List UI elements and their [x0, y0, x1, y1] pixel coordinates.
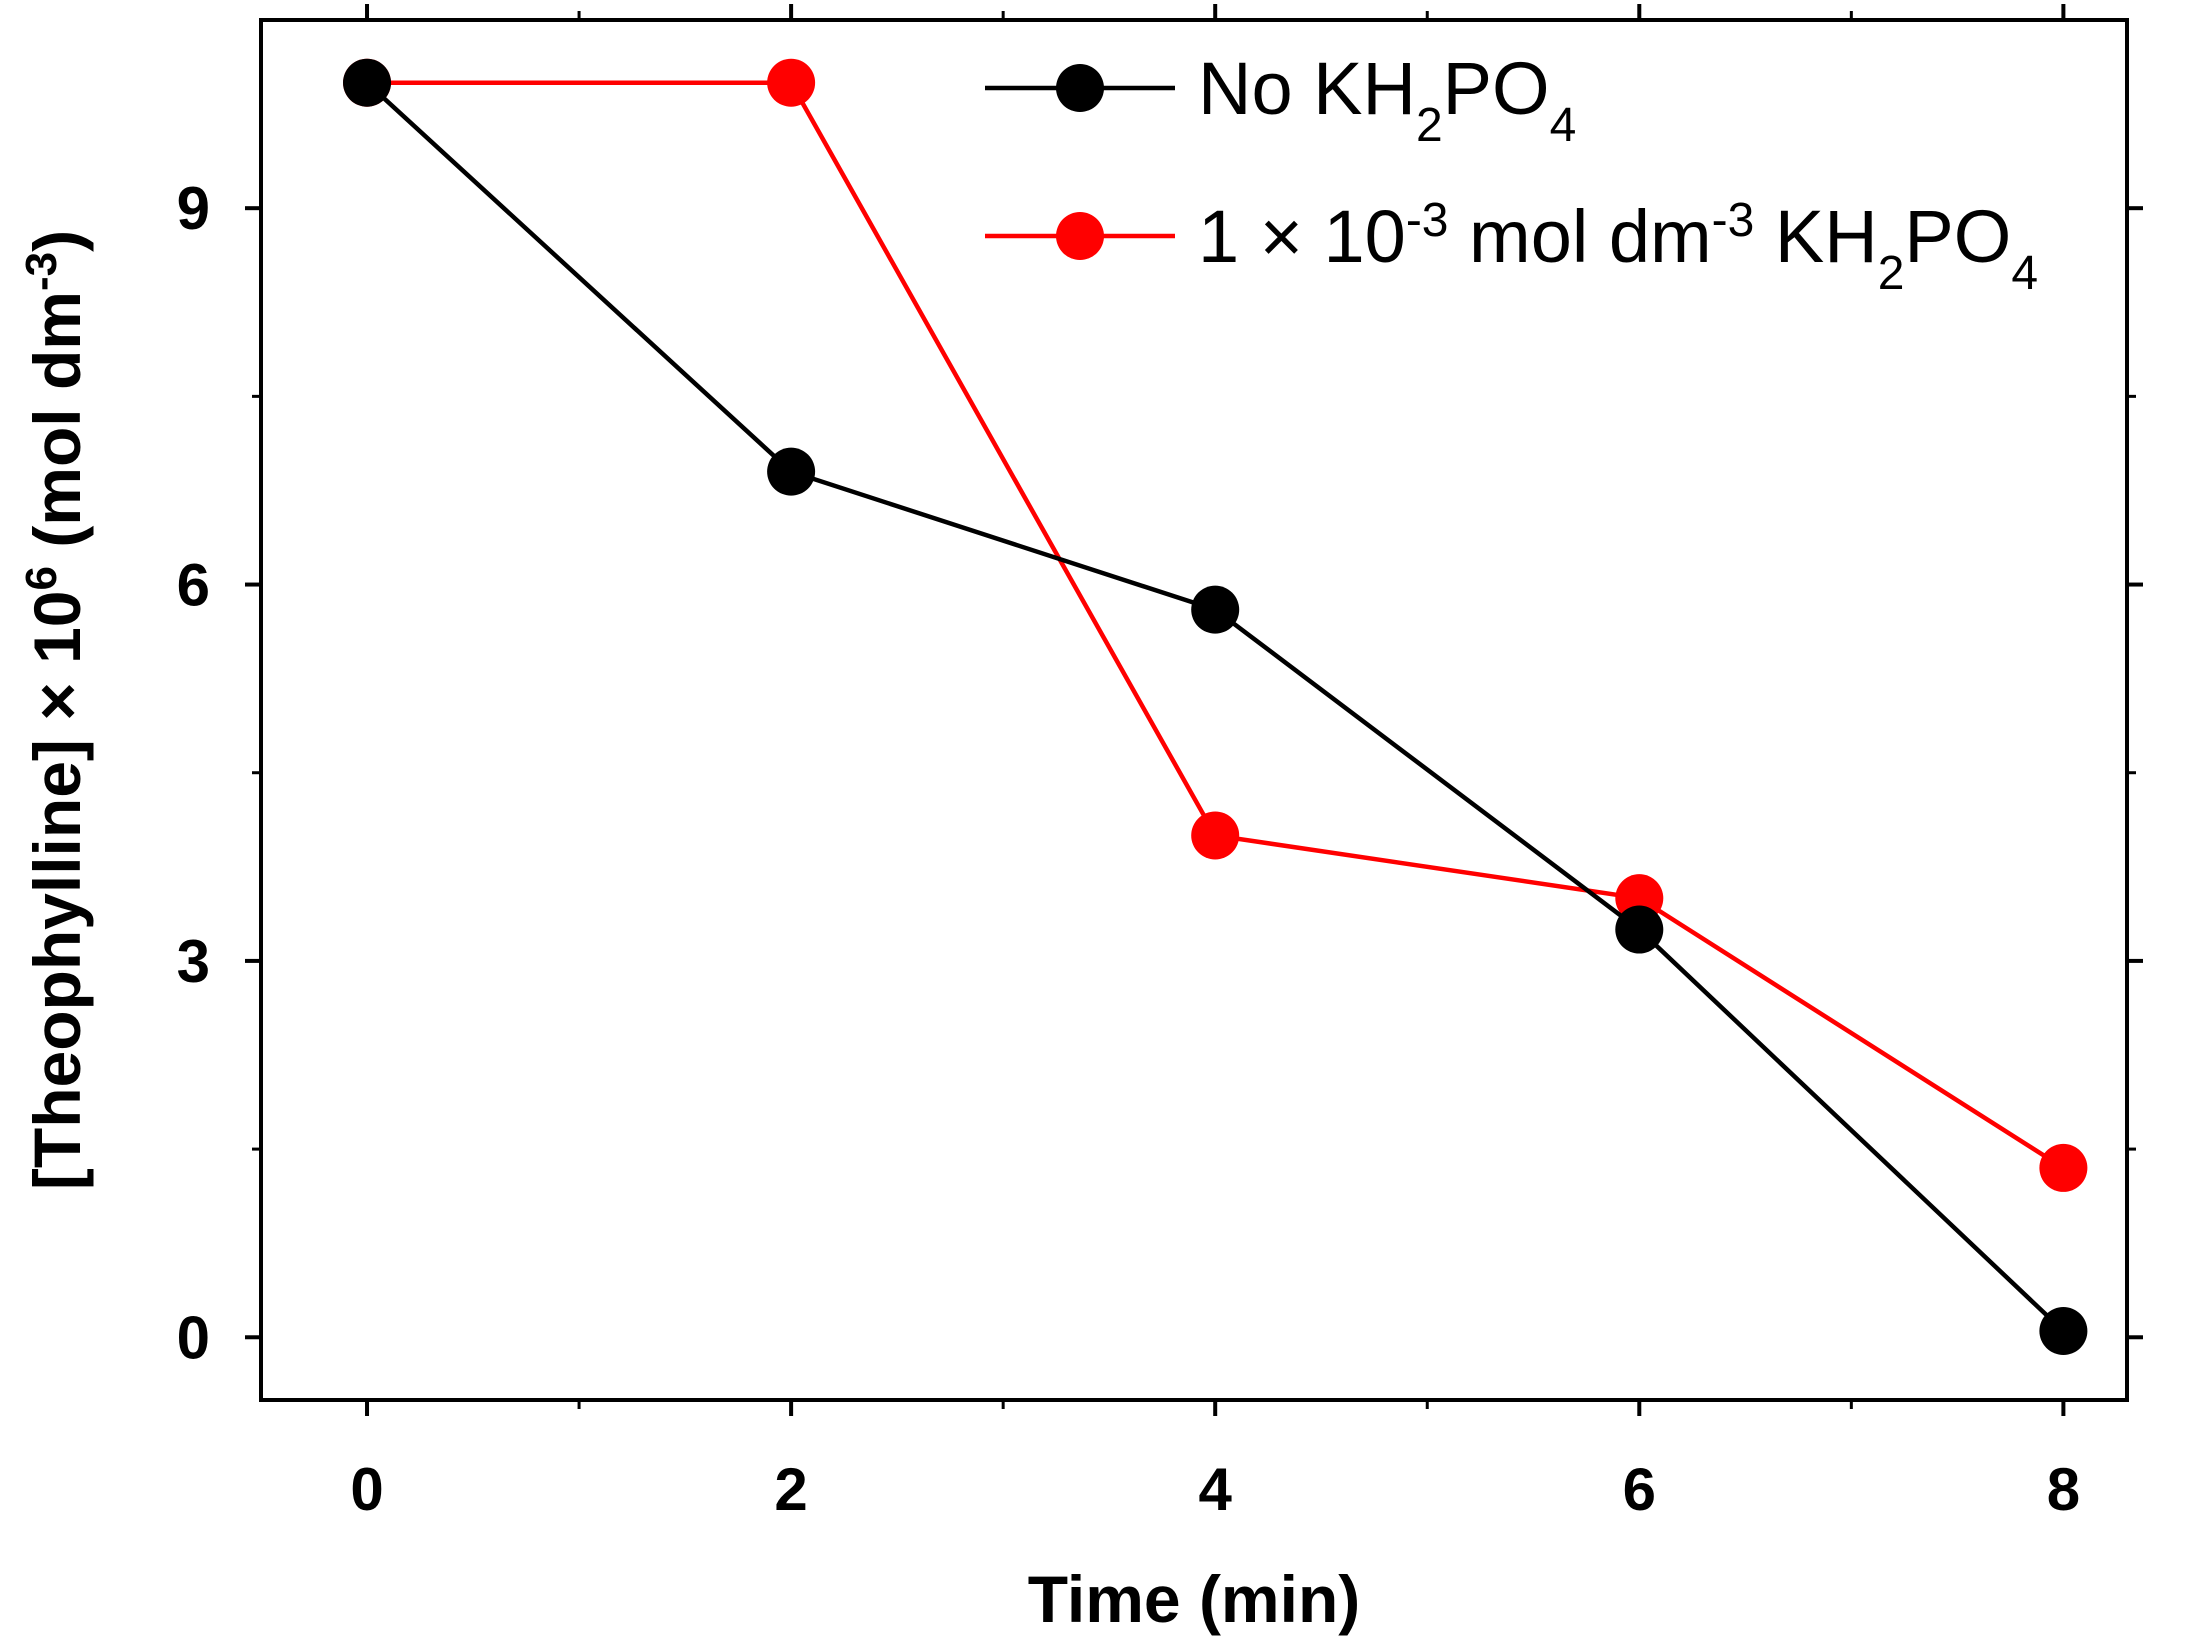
- legend-label-part: 4: [1550, 99, 1577, 152]
- y-axis-ticks: 0 3 6 9: [177, 175, 2143, 1371]
- x-tick-label: 4: [1199, 1456, 1233, 1523]
- legend-label-part: PO: [1904, 195, 2011, 278]
- y-axis-title-close: ): [20, 230, 94, 252]
- x-tick-label: 6: [1623, 1456, 1656, 1523]
- x-tick-label: 2: [774, 1456, 807, 1523]
- x-tick-label: 8: [2047, 1456, 2080, 1523]
- y-tick-label: 6: [177, 552, 210, 619]
- data-point: [1615, 905, 1664, 954]
- y-axis-title-exponent: 6: [17, 566, 66, 590]
- legend-entry-1: 1 × 10-3 mol dm-3 KH2PO4: [985, 194, 2038, 300]
- legend-label-part: 4: [2011, 247, 2038, 300]
- data-point: [767, 447, 816, 496]
- y-axis-title-unit-exponent: -3: [17, 252, 66, 291]
- y-axis-title-main: [Theophylline] × 10: [20, 590, 94, 1190]
- legend-label-part: PO: [1443, 47, 1550, 130]
- data-point: [2039, 1143, 2088, 1192]
- legend-marker: [1056, 212, 1104, 260]
- legend-label: 1 × 10-3 mol dm-3 KH2PO4: [1198, 194, 2038, 300]
- legend-label-part: 1 × 10: [1198, 195, 1406, 278]
- data-point: [1191, 585, 1240, 634]
- legend-label-part: KH: [1754, 195, 1877, 278]
- legend-label-part: -3: [1712, 194, 1755, 247]
- x-axis-ticks: 0 2 4 6 8: [350, 4, 2080, 1523]
- series-0: [343, 58, 2088, 1355]
- legend-marker: [1056, 64, 1104, 112]
- y-tick-label: 9: [177, 175, 210, 242]
- legend-label-part: mol dm: [1449, 195, 1712, 278]
- x-axis-title: Time (min): [1028, 1562, 1360, 1636]
- plot-frame: [259, 18, 2129, 1402]
- y-axis-title: [Theophylline] × 106 (mol dm-3): [17, 230, 95, 1190]
- series-layer: [343, 58, 2088, 1355]
- legend-label-part: 2: [1416, 99, 1443, 152]
- legend-label: No KH2PO4: [1198, 47, 1576, 152]
- data-point: [343, 58, 392, 107]
- x-tick-label: 0: [350, 1456, 383, 1523]
- y-tick-label: 0: [177, 1304, 210, 1371]
- data-point: [2039, 1307, 2088, 1355]
- y-axis-title-unit: (mol dm: [20, 291, 94, 566]
- legend-label-part: -3: [1406, 194, 1449, 247]
- data-point: [1191, 811, 1240, 860]
- legend-label-part: 2: [1878, 247, 1905, 300]
- legend-entry-0: No KH2PO4: [985, 47, 1576, 152]
- data-point: [767, 58, 816, 107]
- y-tick-label: 3: [177, 928, 210, 995]
- legend-label-part: No KH: [1198, 47, 1416, 130]
